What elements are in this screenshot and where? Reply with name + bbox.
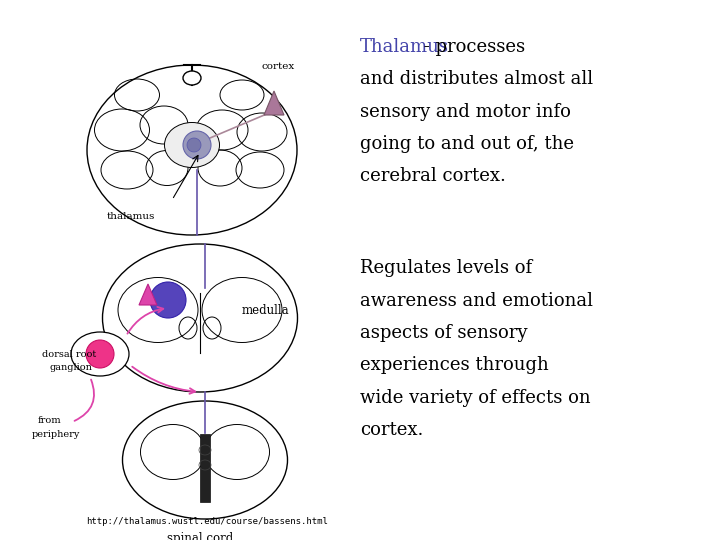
Ellipse shape [87,65,297,235]
Text: cortex.: cortex. [360,421,423,439]
Text: going to and out of, the: going to and out of, the [360,135,574,153]
Text: Thalamus: Thalamus [360,38,449,56]
Text: wide variety of effects on: wide variety of effects on [360,389,590,407]
Circle shape [183,131,211,159]
Text: Regulates levels of: Regulates levels of [360,259,532,277]
Circle shape [187,138,201,152]
Text: periphery: periphery [32,430,81,439]
Text: thalamus: thalamus [107,212,156,221]
Text: spinal cord: spinal cord [167,532,233,540]
Text: dorsal root: dorsal root [42,350,96,359]
Ellipse shape [71,332,129,376]
Polygon shape [264,91,284,115]
Ellipse shape [183,71,201,85]
Text: medulla: medulla [242,303,289,316]
Text: http://thalamus.wustl.edu/course/bassens.html: http://thalamus.wustl.edu/course/bassens… [86,517,328,526]
Text: awareness and emotional: awareness and emotional [360,292,593,309]
Text: experiences through: experiences through [360,356,549,374]
Text: and distributes almost all: and distributes almost all [360,70,593,88]
Circle shape [150,282,186,318]
Text: sensory and motor info: sensory and motor info [360,103,571,120]
Bar [200,434,210,502]
Ellipse shape [122,401,287,519]
Ellipse shape [164,123,220,167]
Text: ganglion: ganglion [50,363,93,372]
Circle shape [86,340,114,368]
Text: from: from [38,416,62,425]
Polygon shape [139,284,157,305]
Text: aspects of sensory: aspects of sensory [360,324,528,342]
Text: - processes: - processes [418,38,525,56]
Text: cerebral cortex.: cerebral cortex. [360,167,506,185]
Ellipse shape [102,244,297,392]
Text: cortex: cortex [262,62,295,71]
